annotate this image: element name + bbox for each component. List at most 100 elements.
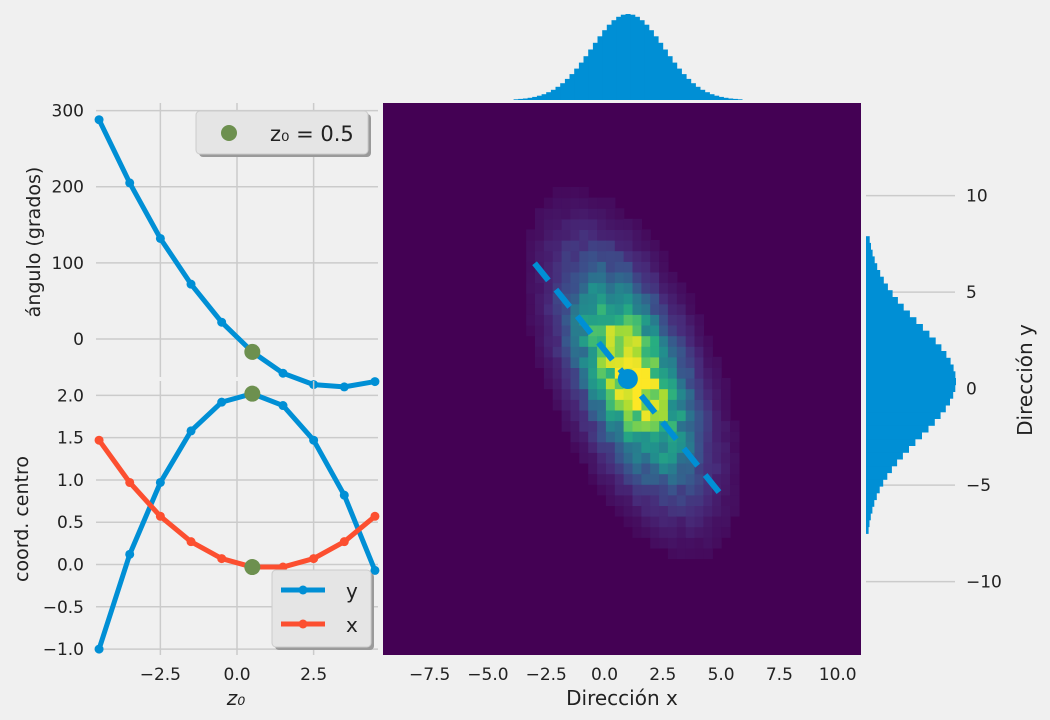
hist2d-cell-446 <box>676 303 687 315</box>
hist2d-cell-106 <box>570 240 580 252</box>
center-point-y-2 <box>155 477 165 487</box>
hist2d-cell-510 <box>703 409 713 422</box>
hist2d-cell-385 <box>659 356 669 368</box>
hist2d-cell-36 <box>543 261 554 273</box>
hist2d-cell-417 <box>667 325 678 337</box>
hist2d-cell-354 <box>650 378 660 390</box>
hist2d-cell-196 <box>605 463 616 475</box>
marginal-x-bar-39 <box>695 86 701 100</box>
hist2d-cell-108 <box>570 218 580 230</box>
hist2d-xlabel: Dirección x <box>566 686 678 710</box>
marginal-x-bar-3 <box>527 97 533 100</box>
center-point-x-1 <box>125 477 135 487</box>
hist2d-cell-139 <box>588 463 598 475</box>
hist2d-cell-30 <box>543 325 554 337</box>
center-point-y-6 <box>278 401 288 411</box>
hist2d-cell-152 <box>588 325 598 337</box>
hist2d-cell-540 <box>721 484 731 496</box>
hist2d-cell-232 <box>614 399 625 411</box>
marginal-x-bar-33 <box>667 56 673 100</box>
marginal-y-bar-18 <box>866 405 946 413</box>
marginal-y-tick-labels: −10 −5 0 5 10 <box>966 187 1002 593</box>
hist2d-cell-221 <box>605 197 616 209</box>
hist2d-cell-17 <box>535 282 545 294</box>
marginal-y-bar-31 <box>866 317 917 325</box>
hist2d-cell-557 <box>730 441 740 453</box>
hist2d-cell-338 <box>641 229 651 241</box>
hist2d-cell-463 <box>685 399 696 411</box>
marginal-x-bar-28 <box>644 24 650 101</box>
hist2d-cell-343 <box>650 494 660 506</box>
hist2d-cell-426 <box>676 516 687 528</box>
center-ytick-3: 0.5 <box>57 513 84 533</box>
hist2d-cell-309 <box>632 218 642 230</box>
hist2d-cell-5 <box>526 271 536 284</box>
hist2d-panel: −7.5 −5.0 −2.5 0.0 2.5 5.0 7.5 10.0 Dirección x <box>383 103 861 710</box>
hist2d-cell-134 <box>579 218 589 230</box>
hist2d-cell-201 <box>605 409 616 422</box>
hist2d-cell-91 <box>570 399 580 411</box>
center-ytick-1: −0.5 <box>43 598 84 618</box>
hist2d-cell-515 <box>703 356 713 368</box>
hist2d-cell-290 <box>632 420 642 432</box>
hist2d-cell-409 <box>667 409 678 422</box>
hist2d-cell-18 <box>535 271 545 284</box>
hist2d-cell-74 <box>561 314 572 326</box>
hist2d-ytick-2: 0 <box>966 380 977 400</box>
hist2d-cell-90 <box>570 409 580 422</box>
hist2d-cell-84 <box>561 208 572 220</box>
hist2d-cells <box>526 187 740 560</box>
hist2d-cell-6 <box>526 261 536 273</box>
hist2d-cell-25 <box>543 378 554 390</box>
hist2d-cell-461 <box>685 420 696 432</box>
hist2d-cell-325 <box>641 367 651 379</box>
hist2d-cell-97 <box>570 335 580 347</box>
hist2d-cell-128 <box>579 282 589 294</box>
hist2d-cell-495 <box>694 325 704 337</box>
hist2d-cell-115 <box>579 420 589 432</box>
hist2d-cell-149 <box>588 356 598 368</box>
hist2d-cell-279 <box>623 218 634 230</box>
hist2d-cell-118 <box>579 388 589 400</box>
hist2d-cell-157 <box>588 271 598 284</box>
hist2d-cell-242 <box>614 293 625 305</box>
hist2d-cell-520 <box>712 516 722 528</box>
center-point-y-8 <box>339 490 349 500</box>
hist2d-cell-421 <box>667 282 678 294</box>
hist2d-cell-185 <box>597 271 607 284</box>
hist2d-cell-528 <box>712 431 722 443</box>
hist2d-cell-486 <box>694 420 704 432</box>
marginal-x-bar-26 <box>634 16 640 100</box>
hist2d-cell-292 <box>632 399 642 411</box>
hist2d-cell-86 <box>561 187 572 199</box>
hist2d-cell-369 <box>659 526 669 538</box>
hist2d-cell-42 <box>543 197 554 209</box>
center-line-y <box>96 391 378 650</box>
marginal-x-bar-37 <box>686 78 692 100</box>
hist2d-cell-329 <box>641 325 651 337</box>
hist2d-cell-390 <box>659 303 669 315</box>
angle-ytick-2: 200 <box>52 178 84 198</box>
hist2d-cell-239 <box>614 325 625 337</box>
hist2d-cell-384 <box>659 367 669 379</box>
hist2d-cell-396 <box>667 547 678 560</box>
hist2d-cell-293 <box>632 388 642 400</box>
hist2d-cell-509 <box>703 420 713 432</box>
marginal-y-bar-14 <box>866 432 922 440</box>
marginal-x-bar-31 <box>658 42 664 100</box>
hist2d-cell-197 <box>605 452 616 464</box>
marginal-y-bar-43 <box>866 236 870 244</box>
hist2d-cell-170 <box>597 431 607 443</box>
hist2d-cell-99 <box>570 314 580 326</box>
hist2d-cell-459 <box>685 441 696 453</box>
angle-panel: 0 100 200 300 ángulo (grados) z₀ = 0.5 <box>23 102 380 392</box>
hist2d-cell-212 <box>605 293 616 305</box>
hist2d-cell-44 <box>552 388 563 400</box>
hist2d-cell-147 <box>588 378 598 390</box>
marginal-y-bar-39 <box>866 263 878 271</box>
marginal-x-bar-43 <box>714 95 720 100</box>
hist2d-cell-287 <box>632 452 642 464</box>
hist2d-cell-146 <box>588 388 598 400</box>
hist2d-cell-497 <box>703 547 713 560</box>
marginal-x-bar-45 <box>723 97 729 100</box>
